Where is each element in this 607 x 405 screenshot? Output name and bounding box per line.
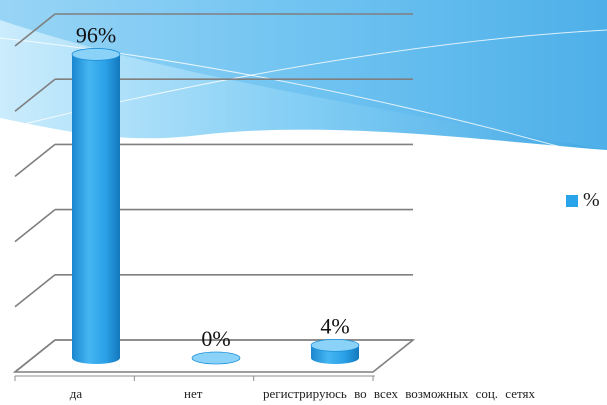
category-label: регистрируюсь во всех возможных соц. сет… <box>263 386 535 401</box>
legend-swatch <box>566 194 578 207</box>
bar <box>72 54 120 364</box>
data-label: 4% <box>320 313 349 338</box>
category-label: да <box>70 386 83 401</box>
labels: 96% 0% 4% да нет регистрируюсь во всех возмож… <box>70 22 536 401</box>
data-label: 0% <box>201 326 230 351</box>
bar-top <box>310 338 360 352</box>
bars <box>71 48 360 365</box>
data-label: 96% <box>76 22 116 47</box>
category-label: нет <box>184 386 203 401</box>
legend: % <box>566 189 600 212</box>
gridline-side <box>14 208 56 243</box>
background-banner <box>0 0 607 161</box>
legend-label: % <box>583 189 600 211</box>
floor <box>12 339 416 373</box>
bar-top <box>71 48 121 61</box>
gridline-side <box>14 143 56 178</box>
gridline-side <box>14 274 56 308</box>
gridline-side <box>14 13 56 47</box>
gridline-side <box>14 78 56 112</box>
bar-top <box>191 351 241 365</box>
